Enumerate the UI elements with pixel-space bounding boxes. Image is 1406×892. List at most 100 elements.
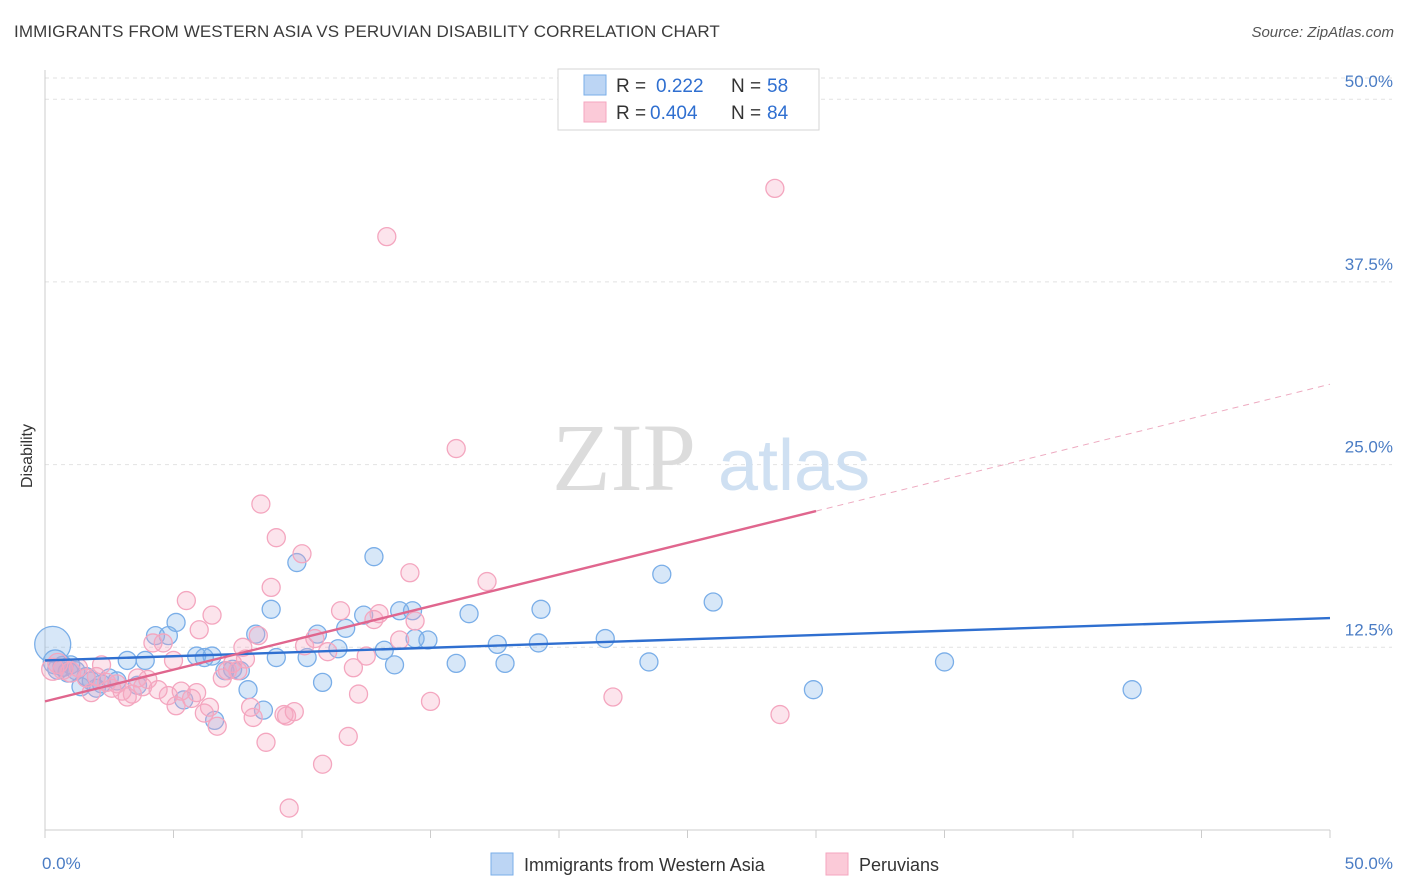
point-s1-24: [171, 681, 191, 701]
point-s0-59: [1122, 680, 1142, 700]
legend-r-label-1: R =: [616, 76, 646, 97]
trend-line-extension-s1: [815, 383, 1331, 512]
y-tick-label-0: 12.5%: [1345, 620, 1393, 639]
legend-n-label-1: N =: [731, 76, 761, 97]
point-s1-55: [330, 601, 351, 621]
point-s0-58: [934, 652, 955, 672]
bottom-legend-swatch-blue: [490, 852, 514, 876]
point-s1-25: [176, 590, 197, 611]
tick-labels: 12.5% 25.0% 37.5% 50.0% 0.0% 50.0%: [42, 72, 1393, 873]
legend-swatch-pink: [583, 101, 607, 123]
legend-n-value-2: 84: [767, 103, 789, 124]
chart-title: IMMIGRANTS FROM WESTERN ASIA VS PERUVIAN…: [14, 22, 720, 41]
y-tick-label-1: 25.0%: [1345, 438, 1393, 457]
point-s1-68: [477, 571, 497, 592]
point-s1-8: [91, 655, 112, 675]
point-s1-58: [348, 684, 369, 704]
point-s1-43: [256, 732, 276, 752]
point-s1-23: [166, 696, 186, 716]
point-s0-36: [312, 672, 333, 693]
point-s1-70: [765, 178, 785, 199]
point-s1-18: [143, 633, 163, 653]
source-credit: Source: ZipAtlas.com: [1251, 24, 1394, 41]
point-s1-22: [163, 650, 184, 671]
point-s1-42: [251, 494, 271, 514]
watermark-atlas: atlas: [718, 426, 870, 506]
trend-line-s1: [44, 509, 817, 703]
point-s1-5: [76, 668, 96, 688]
point-s1-26: [181, 688, 202, 709]
point-s1-20: [153, 633, 173, 653]
point-s0-46: [418, 630, 438, 650]
watermark: ZIP atlas: [552, 404, 870, 511]
legend-r-label-2: R =: [616, 103, 646, 124]
point-s1-29: [194, 703, 214, 723]
point-s1-36: [228, 661, 248, 681]
point-s1-71: [770, 704, 790, 725]
point-s1-62: [377, 226, 397, 247]
legend-r-value-2: 0.404: [650, 103, 698, 124]
legend-r-value-1: 0.222: [656, 76, 704, 97]
point-s1-28: [189, 620, 209, 640]
point-s1-63: [390, 630, 410, 650]
point-s0-14: [117, 650, 137, 671]
point-s1-66: [420, 691, 441, 712]
point-s1-32: [207, 716, 227, 736]
point-s1-64: [400, 563, 420, 583]
point-s1-50: [292, 544, 312, 564]
point-s0-39: [354, 605, 374, 625]
point-s1-19: [148, 680, 168, 700]
x-tick-label-min: 0.0%: [42, 854, 81, 873]
grid-lines: [45, 77, 1392, 648]
bottom-legend-label-1: Immigrants from Western Asia: [524, 855, 766, 875]
point-s0-40: [364, 547, 384, 567]
trend-lines: [44, 383, 1331, 703]
point-s0-28: [238, 680, 258, 700]
y-tick-label-2: 37.5%: [1345, 255, 1393, 274]
point-s1-27: [186, 682, 207, 703]
point-s1-45: [266, 528, 286, 548]
trend-line-s0: [44, 616, 1331, 662]
point-s1-69: [603, 687, 623, 707]
point-s1-49: [284, 701, 304, 722]
legend-n-value-1: 58: [767, 76, 788, 97]
point-s1-41: [248, 625, 268, 646]
point-s1-53: [312, 754, 333, 774]
point-s1-30: [199, 697, 220, 717]
legend-swatch-blue: [583, 74, 607, 96]
point-s1-48: [279, 798, 299, 818]
point-s1-67: [446, 438, 466, 459]
point-s0-57: [803, 680, 824, 700]
point-s0-31: [261, 599, 281, 619]
point-s0-56: [703, 592, 723, 612]
point-s1-13: [117, 687, 137, 707]
point-s0-54: [639, 652, 659, 672]
point-s0-53: [595, 628, 615, 649]
point-s1-56: [338, 726, 358, 747]
point-s0-52: [531, 599, 551, 619]
point-s1-40: [243, 707, 263, 728]
point-s1-57: [343, 658, 364, 678]
point-s0-16: [135, 650, 155, 671]
bottom-legend: Immigrants from Western Asia Peruvians: [490, 852, 939, 876]
point-s0-48: [459, 604, 479, 624]
point-s0-47: [446, 653, 466, 674]
point-s1-31: [202, 605, 222, 625]
point-s1-59: [356, 646, 376, 666]
point-s1-7: [86, 666, 107, 687]
point-s0-32: [266, 647, 286, 668]
point-s0-19: [166, 612, 186, 633]
point-s1-44: [261, 577, 281, 598]
watermark-zip: ZIP: [552, 404, 696, 511]
y-tick-label-3: 50.0%: [1345, 72, 1393, 91]
point-s0-50: [495, 653, 515, 674]
x-tick-label-max: 50.0%: [1345, 854, 1393, 873]
legend-box: R = 0.222 N = 58 R = 0.404 N = 84: [557, 68, 820, 131]
bottom-legend-swatch-pink: [825, 852, 849, 876]
point-s0-55: [652, 564, 672, 584]
axes: [44, 70, 1331, 838]
point-s0-42: [384, 655, 405, 675]
point-s0-0: [34, 625, 72, 664]
legend-n-label-2: N =: [731, 103, 761, 124]
